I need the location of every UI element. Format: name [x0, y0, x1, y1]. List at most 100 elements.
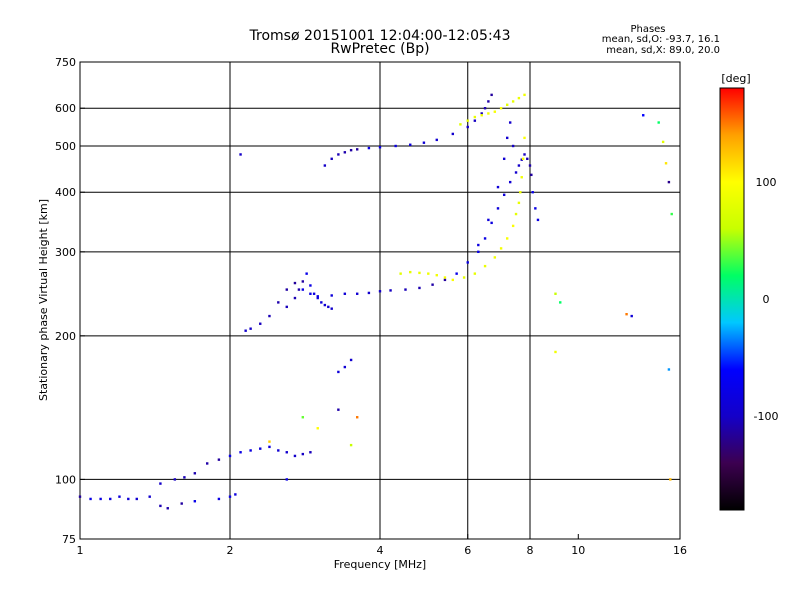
- colorbar: [719, 87, 745, 511]
- colorbar-tick-label: 0: [763, 293, 770, 306]
- data-point: [517, 164, 521, 167]
- data-point: [511, 100, 515, 103]
- data-point: [487, 100, 490, 103]
- data-point: [301, 288, 305, 291]
- data-point: [451, 132, 455, 136]
- data-point: [505, 237, 509, 240]
- data-point: [477, 243, 480, 247]
- data-point: [228, 454, 232, 458]
- data-point: [355, 148, 359, 151]
- data-point: [511, 144, 515, 148]
- data-point: [517, 201, 521, 205]
- data-point: [217, 497, 221, 501]
- data-point: [330, 307, 333, 310]
- data-point: [193, 500, 197, 503]
- data-point: [309, 284, 312, 287]
- data-point: [327, 305, 330, 309]
- data-point: [249, 327, 252, 330]
- data-point: [523, 136, 526, 140]
- data-point: [355, 292, 359, 295]
- data-point: [343, 292, 347, 295]
- data-point: [367, 291, 371, 295]
- data-point: [559, 301, 562, 304]
- data-point: [277, 301, 280, 304]
- data-point: [173, 478, 177, 481]
- colorbar-ticks: 100 0 -100: [754, 176, 779, 423]
- data-point: [285, 305, 288, 309]
- x-axis-ticks: 1 2 4 6 8 10 16: [77, 534, 687, 557]
- data-point: [228, 495, 232, 498]
- data-point: [330, 294, 333, 297]
- data-point: [268, 445, 271, 449]
- data-point: [499, 107, 503, 110]
- colorbar-tick-label: -100: [754, 410, 779, 423]
- data-point: [462, 276, 466, 279]
- y-axis-ticks: 75 100 200 300 400 500 600 750: [55, 56, 85, 546]
- data-point: [443, 276, 447, 279]
- data-point: [418, 271, 421, 275]
- data-point: [517, 96, 521, 100]
- data-point: [455, 272, 458, 275]
- data-point: [301, 416, 305, 419]
- x-tick-label: 4: [377, 544, 384, 557]
- chart-subtitle: RwPretec (Bp): [330, 41, 429, 57]
- data-point: [309, 451, 312, 454]
- data-point: [349, 148, 353, 152]
- data-point: [480, 114, 483, 117]
- data-point: [285, 288, 288, 291]
- y-tick-label: 100: [55, 473, 76, 486]
- data-point: [378, 146, 382, 149]
- data-point: [493, 256, 497, 259]
- data-point: [523, 153, 526, 156]
- data-point: [305, 272, 308, 275]
- data-point: [664, 162, 668, 165]
- data-point: [323, 164, 327, 167]
- data-point: [312, 292, 316, 295]
- data-point: [490, 93, 493, 97]
- stats-x-mode: mean, sd,X: 89.0, 20.0: [606, 45, 720, 56]
- data-point: [422, 141, 426, 144]
- data-point: [499, 247, 503, 250]
- data-point: [183, 476, 186, 479]
- data-point: [630, 314, 633, 318]
- y-tick-label: 500: [55, 140, 76, 153]
- data-point: [431, 283, 434, 286]
- data-point: [502, 193, 506, 197]
- data-point: [135, 497, 138, 501]
- data-point: [667, 368, 671, 371]
- data-point: [418, 286, 421, 290]
- colorbar-label: [deg]: [721, 72, 750, 85]
- y-tick-label: 750: [55, 56, 76, 69]
- data-point: [496, 185, 500, 189]
- grid: [80, 62, 680, 539]
- data-point: [193, 472, 197, 475]
- data-point: [99, 497, 102, 501]
- data-point: [505, 103, 509, 107]
- data-point: [554, 350, 557, 354]
- data-point: [451, 278, 455, 282]
- data-point: [277, 449, 280, 452]
- data-point: [487, 112, 490, 115]
- data-point: [349, 443, 353, 447]
- data-point: [285, 451, 288, 454]
- data-point: [159, 504, 162, 508]
- data-point: [268, 440, 271, 443]
- data-point: [394, 144, 397, 148]
- data-point: [285, 478, 288, 481]
- data-point: [670, 212, 673, 216]
- data-point: [409, 143, 412, 146]
- stats-heading: Phases: [630, 24, 665, 35]
- data-point: [367, 146, 371, 150]
- data-point: [657, 121, 660, 124]
- data-point: [514, 171, 518, 174]
- data-point: [466, 261, 469, 264]
- data-point: [443, 278, 447, 282]
- data-point: [180, 502, 183, 505]
- data-point: [483, 237, 487, 240]
- data-point: [320, 301, 323, 304]
- x-axis-label: Frequency [MHz]: [334, 558, 426, 571]
- y-tick-label: 400: [55, 186, 76, 199]
- data-point: [316, 296, 319, 300]
